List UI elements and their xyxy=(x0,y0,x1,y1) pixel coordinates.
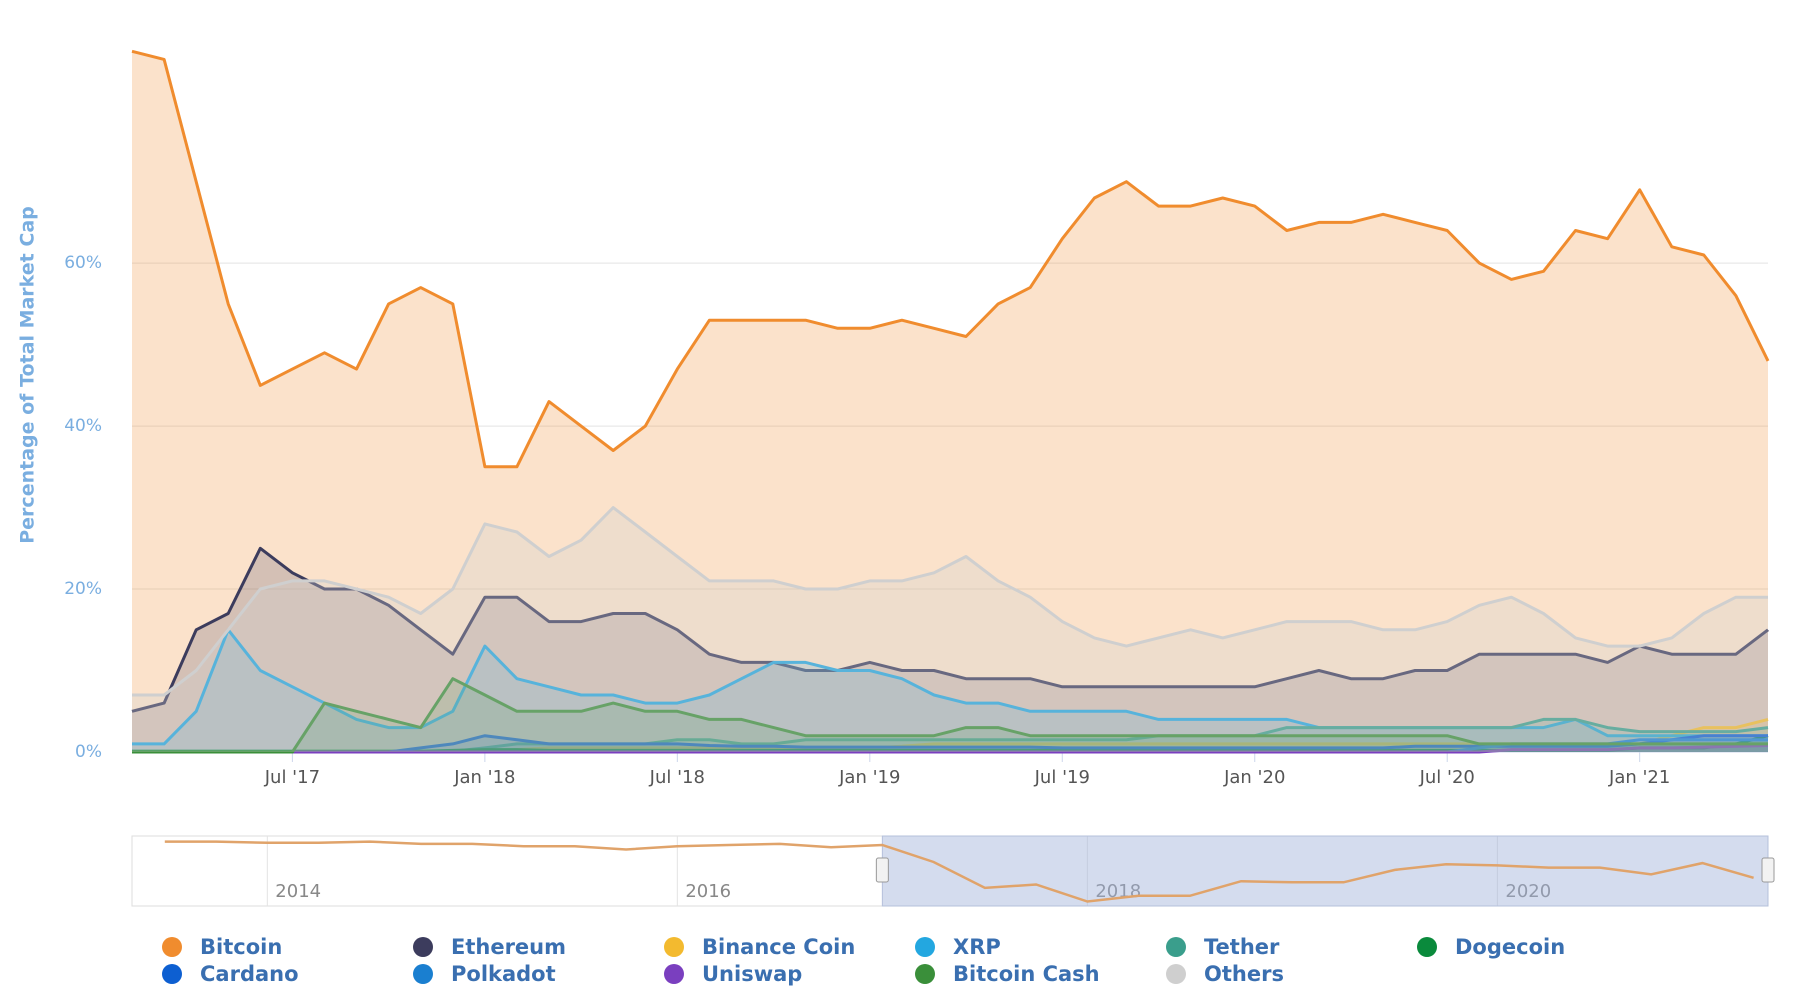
legend-marker xyxy=(413,964,433,984)
legend-item[interactable]: Cardano xyxy=(162,962,299,986)
legend-marker xyxy=(162,937,182,957)
x-tick-label: Jan '19 xyxy=(838,767,900,788)
legend-item[interactable]: Tether xyxy=(1166,935,1280,959)
legend-marker xyxy=(162,964,182,984)
legend-marker xyxy=(915,937,935,957)
series-line xyxy=(131,49,1770,469)
legend-item[interactable]: Ethereum xyxy=(413,935,566,959)
navigator-tick-label: 2014 xyxy=(275,881,321,902)
series-line xyxy=(132,744,1769,754)
legend-marker xyxy=(1166,937,1186,957)
legend-label: XRP xyxy=(953,935,1001,959)
legend-label: Dogecoin xyxy=(1455,935,1565,959)
legend-marker xyxy=(1166,964,1186,984)
legend-label: Uniswap xyxy=(702,962,802,986)
navigator-handle[interactable] xyxy=(875,857,889,883)
legend-item[interactable]: Binance Coin xyxy=(664,935,855,959)
y-tick-label: 0% xyxy=(75,742,102,762)
legend-marker xyxy=(1417,937,1437,957)
legend-label: Polkadot xyxy=(451,962,556,986)
series-line xyxy=(132,506,1768,697)
navigator-tick-label: 2020 xyxy=(1505,881,1551,902)
legend-marker xyxy=(664,964,684,984)
x-tick-label: Jul '20 xyxy=(1419,767,1475,788)
series-area xyxy=(132,678,1768,752)
x-tick-label: Jul '18 xyxy=(649,767,705,788)
legend-item[interactable]: Others xyxy=(1166,962,1284,986)
legend-label: Bitcoin Cash xyxy=(953,962,1100,986)
y-tick-label: 40% xyxy=(64,416,102,436)
x-tick-label: Jan '20 xyxy=(1223,767,1285,788)
legend-marker xyxy=(413,937,433,957)
legend-item[interactable]: Bitcoin Cash xyxy=(915,962,1100,986)
legend-label: Binance Coin xyxy=(702,935,855,959)
navigator-selection[interactable] xyxy=(881,835,1769,907)
legend-label: Bitcoin xyxy=(200,935,282,959)
navigator-handle[interactable] xyxy=(1761,857,1775,883)
series-area xyxy=(132,719,1768,752)
series-area xyxy=(132,51,1768,753)
legend-label: Tether xyxy=(1204,935,1280,959)
series-line xyxy=(132,677,1768,754)
legend-item[interactable]: Uniswap xyxy=(664,962,802,986)
x-tick-label: Jul '17 xyxy=(264,767,320,788)
series-area xyxy=(132,745,1768,752)
series-line xyxy=(131,546,1769,713)
navigator-line xyxy=(164,840,1754,903)
legend-item[interactable]: Polkadot xyxy=(413,962,556,986)
legend-marker xyxy=(915,964,935,984)
x-tick-label: Jan '21 xyxy=(1608,767,1670,788)
navigator-tick-label: 2016 xyxy=(685,881,731,902)
legend-label: Ethereum xyxy=(451,935,566,959)
legend-item[interactable]: Bitcoin xyxy=(162,935,282,959)
legend-label: Others xyxy=(1204,962,1284,986)
y-tick-label: 60% xyxy=(64,253,102,273)
legend-label: Cardano xyxy=(200,962,299,986)
x-tick-label: Jan '18 xyxy=(453,767,515,788)
legend-marker xyxy=(664,937,684,957)
legend-item[interactable]: Dogecoin xyxy=(1417,935,1565,959)
legend-item[interactable]: XRP xyxy=(915,935,1001,959)
y-tick-label: 20% xyxy=(64,579,102,599)
y-axis-title: Percentage of Total Market Cap xyxy=(17,206,39,544)
series-area xyxy=(132,548,1768,752)
series-area xyxy=(132,629,1768,752)
series-area xyxy=(132,507,1768,752)
x-tick-label: Jul '19 xyxy=(1034,767,1090,788)
